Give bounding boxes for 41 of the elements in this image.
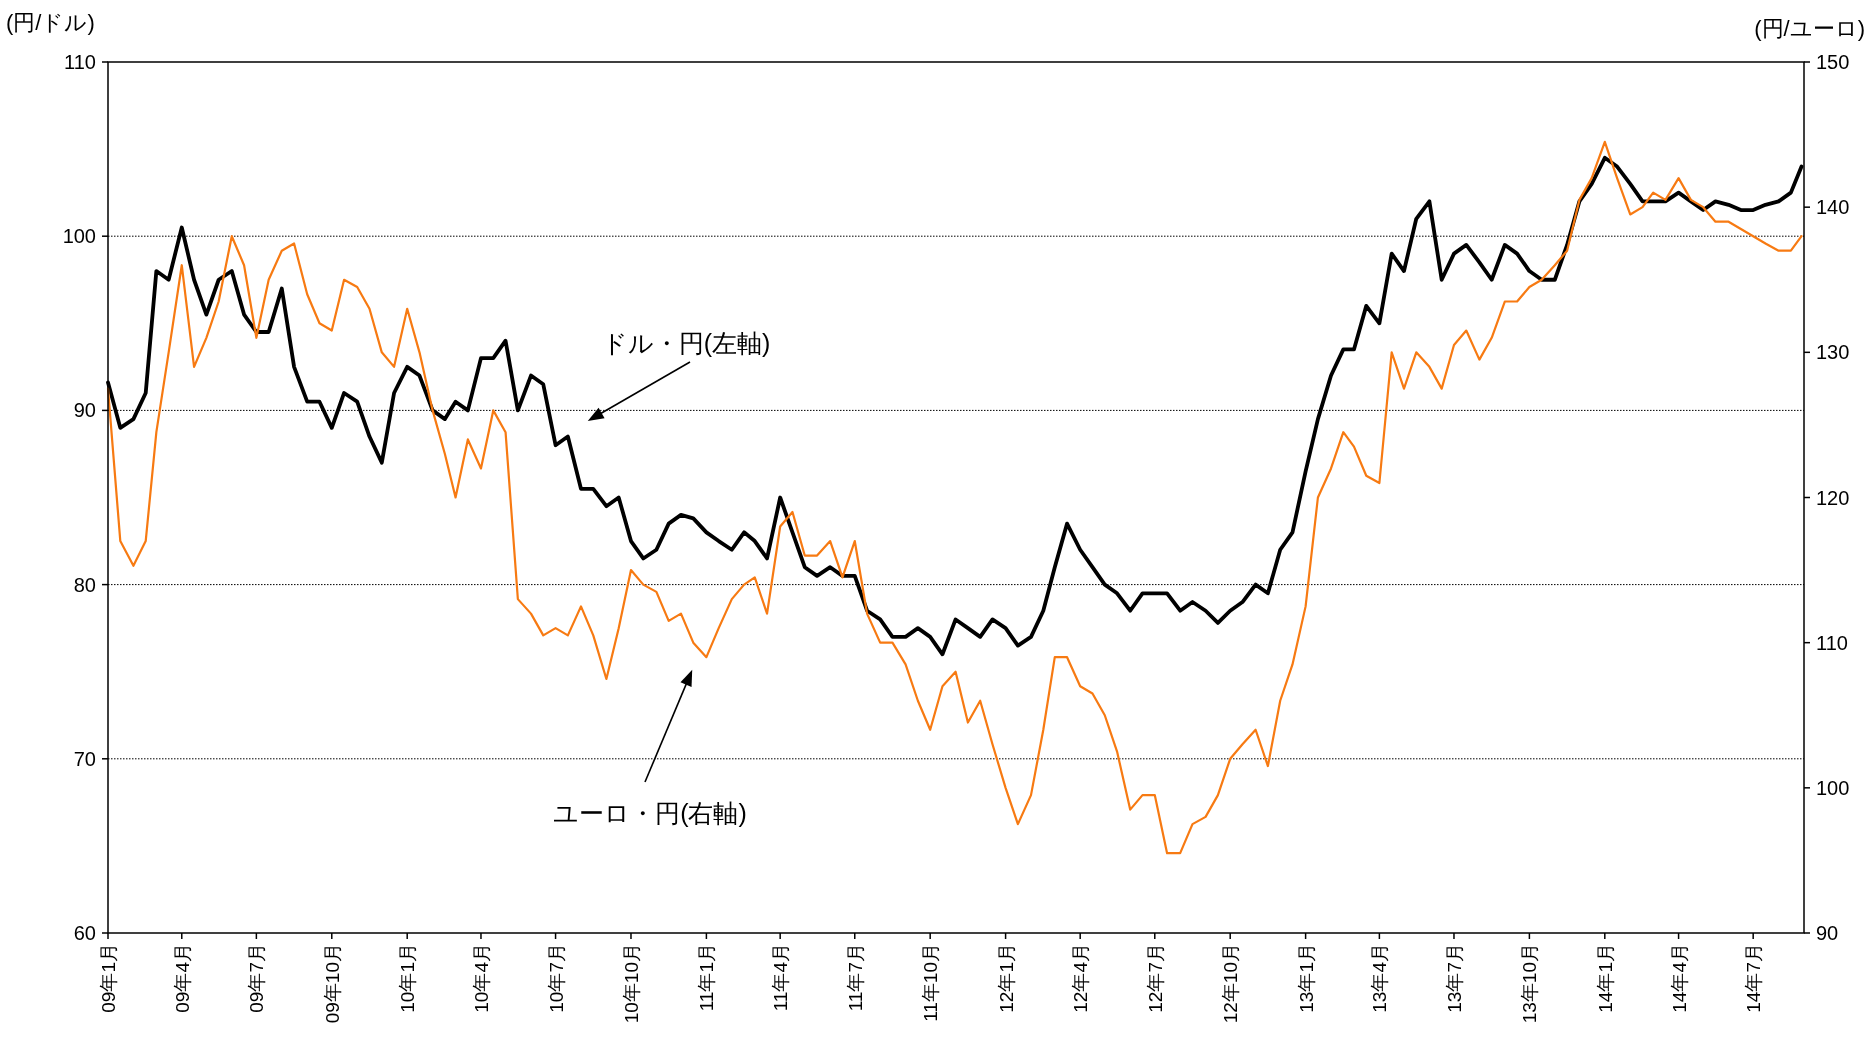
y-tick-label: 60 [73,922,96,944]
y2-tick-label: 150 [1816,51,1850,73]
x-tick-label: 10年7月 [545,943,567,1013]
x-tick-label: 13年1月 [1295,943,1317,1013]
x-tick-label: 14年7月 [1743,943,1765,1013]
x-tick-label: 14年4月 [1668,943,1690,1013]
y2-tick-label: 100 [1816,776,1850,799]
x-tick-label: 12年10月 [1220,943,1242,1024]
x-tick-label: 11年1月 [696,943,718,1012]
line-series [106,140,1803,855]
x-tick-label: 11年4月 [770,943,792,1012]
y2-tick-label: 140 [1816,196,1850,219]
y-axis-title: (円/ドル) [6,10,95,35]
y-tick-label: 100 [62,225,96,248]
x-tick-label: 11年10月 [920,943,942,1022]
x-tick-label: 12年7月 [1144,943,1166,1013]
x-tick-label: 09年1月 [98,943,119,1013]
x-tick-label: 10年10月 [620,943,642,1024]
annotation: ドル・円(左軸) [601,329,771,357]
x-tick-label: 10年4月 [470,943,492,1013]
x-tick-label: 11年7月 [844,943,866,1012]
x-tick-label: 14年1月 [1594,943,1616,1013]
x-tick-label: 10年1月 [397,943,419,1013]
y2-axis-title: (円/ユーロ) [1754,16,1865,41]
x-tick-label: 09年4月 [171,943,193,1013]
x-tick-label: 13年10月 [1519,943,1541,1024]
annotation: ユーロ・円(右軸) [553,799,747,827]
y2-tick-label: 110 [1816,631,1848,654]
y-tick-label: 110 [64,51,96,73]
y2-tick-label: 130 [1816,341,1850,364]
x-tick-label: 13年4月 [1369,943,1391,1013]
y2-tick-label: 90 [1816,922,1839,944]
x-tick-label: 12年4月 [1070,943,1092,1013]
y-tick-label: 90 [73,399,96,422]
x-tick-label: 13年7月 [1443,943,1465,1013]
y2-tick-label: 120 [1816,486,1850,509]
y-tick-label: 70 [73,747,96,770]
x-tick-label: 12年1月 [995,943,1017,1013]
y-tick-label: 80 [73,573,96,596]
x-tick-label: 09年10月 [321,943,343,1024]
x-tick-label: 09年7月 [246,943,268,1013]
